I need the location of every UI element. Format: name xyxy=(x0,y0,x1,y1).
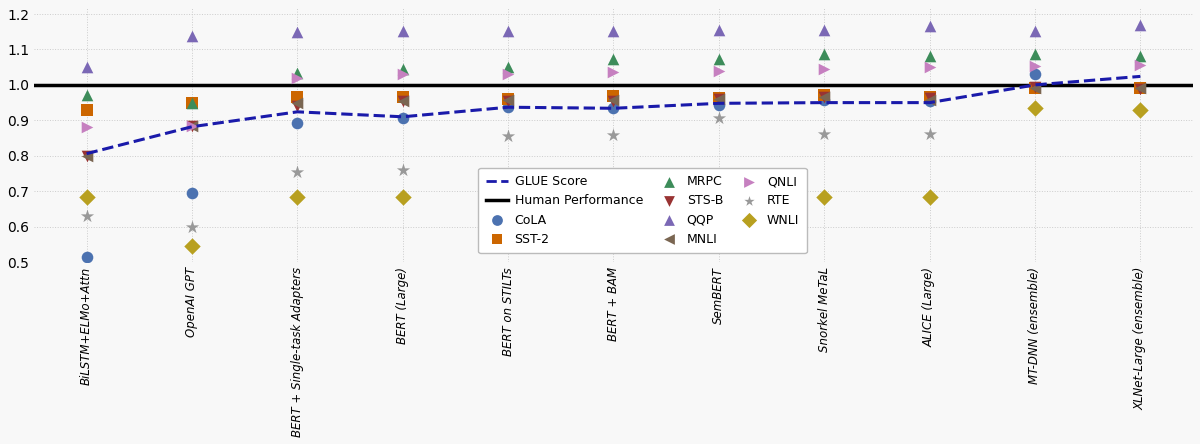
Point xyxy=(709,55,728,62)
Point xyxy=(1130,21,1150,28)
Point xyxy=(182,123,202,130)
Point xyxy=(815,91,834,99)
Point xyxy=(1130,85,1150,92)
Point xyxy=(498,95,517,102)
Point xyxy=(1130,85,1150,92)
Point xyxy=(604,92,623,99)
Point xyxy=(77,91,96,99)
Point xyxy=(182,190,202,197)
Point xyxy=(920,52,940,59)
Point xyxy=(182,100,202,107)
Point xyxy=(288,103,307,110)
Point xyxy=(1025,84,1044,91)
Point xyxy=(1025,63,1044,70)
Legend: GLUE Score, Human Performance, CoLA, SST-2, MRPC, STS-B, QQP, MNLI, QNLI, RTE, W: GLUE Score, Human Performance, CoLA, SST… xyxy=(479,167,806,253)
Point xyxy=(920,97,940,104)
Point xyxy=(920,130,940,137)
Point xyxy=(288,74,307,81)
Point xyxy=(604,28,623,35)
Point xyxy=(1130,85,1150,92)
Point xyxy=(1025,84,1044,91)
Point xyxy=(709,95,728,103)
Point xyxy=(815,65,834,72)
Point xyxy=(815,130,834,137)
Point xyxy=(288,93,307,100)
Point xyxy=(288,28,307,36)
Point xyxy=(1130,62,1150,69)
Point xyxy=(288,70,307,77)
Point xyxy=(815,51,834,58)
Point xyxy=(498,103,517,111)
Point xyxy=(498,97,517,104)
Point xyxy=(288,194,307,201)
Point xyxy=(1025,28,1044,35)
Point xyxy=(1130,106,1150,113)
Point xyxy=(394,28,413,35)
Point xyxy=(920,95,940,102)
Point xyxy=(920,93,940,100)
Point xyxy=(920,194,940,201)
Point xyxy=(182,242,202,250)
Point xyxy=(604,55,623,62)
Point xyxy=(498,71,517,78)
Point xyxy=(498,132,517,139)
Point xyxy=(394,93,413,100)
Point xyxy=(709,67,728,74)
Point xyxy=(77,212,96,219)
Point xyxy=(815,194,834,201)
Point xyxy=(1025,105,1044,112)
Point xyxy=(498,28,517,35)
Point xyxy=(604,69,623,76)
Point xyxy=(604,97,623,104)
Point xyxy=(394,71,413,78)
Point xyxy=(1025,51,1044,58)
Point xyxy=(604,105,623,112)
Point xyxy=(709,95,728,103)
Point xyxy=(77,63,96,71)
Point xyxy=(1130,52,1150,59)
Point xyxy=(182,33,202,40)
Point xyxy=(920,97,940,104)
Point xyxy=(815,96,834,103)
Point xyxy=(604,194,623,201)
Point xyxy=(394,97,413,104)
Point xyxy=(604,96,623,103)
Point xyxy=(288,99,307,106)
Point xyxy=(394,194,413,201)
Point xyxy=(604,132,623,139)
Point xyxy=(77,254,96,261)
Point xyxy=(77,152,96,159)
Point xyxy=(709,101,728,108)
Point xyxy=(394,66,413,73)
Point xyxy=(394,97,413,104)
Point xyxy=(182,99,202,106)
Point xyxy=(1025,70,1044,77)
Point xyxy=(182,223,202,230)
Point xyxy=(815,94,834,101)
Point xyxy=(815,27,834,34)
Point xyxy=(815,94,834,101)
Point xyxy=(920,23,940,30)
Point xyxy=(709,114,728,121)
Point xyxy=(182,123,202,130)
Point xyxy=(1025,83,1044,91)
Point xyxy=(394,115,413,122)
Point xyxy=(77,107,96,114)
Point xyxy=(288,119,307,127)
Point xyxy=(498,96,517,103)
Point xyxy=(394,166,413,174)
Point xyxy=(77,124,96,131)
Point xyxy=(709,194,728,201)
Point xyxy=(709,27,728,34)
Point xyxy=(77,152,96,159)
Point xyxy=(498,194,517,201)
Point xyxy=(709,95,728,102)
Point xyxy=(288,168,307,175)
Point xyxy=(77,194,96,201)
Point xyxy=(182,123,202,130)
Point xyxy=(498,63,517,71)
Point xyxy=(920,63,940,71)
